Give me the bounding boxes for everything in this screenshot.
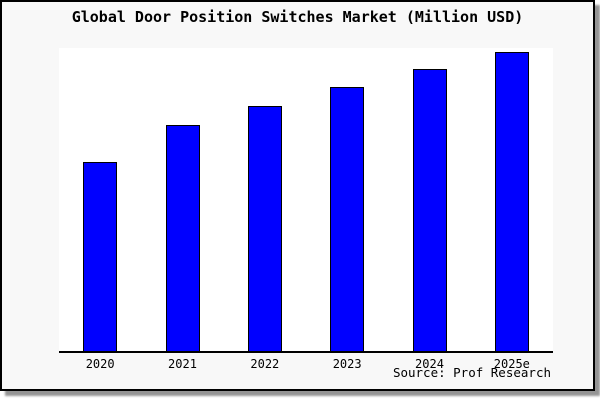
x-tick-label-2021: 2021 xyxy=(168,357,197,371)
x-axis-labels: 2020 2021 2022 2023 2024 2025e xyxy=(59,357,553,373)
x-tick-label-2023: 2023 xyxy=(332,357,362,371)
bar-2021 xyxy=(165,125,200,351)
x-tick-label-2022: 2022 xyxy=(250,357,280,371)
x-tick-label-2020: 2020 xyxy=(85,357,115,371)
plot-area xyxy=(59,48,553,353)
bar-2024 xyxy=(412,69,447,351)
bar-2025e xyxy=(494,52,529,351)
x-tick-label-2024: 2024 xyxy=(415,357,444,371)
bar-2020 xyxy=(83,162,118,351)
x-tick-label-2025e: 2025e xyxy=(493,357,530,371)
bar-2022 xyxy=(247,106,282,351)
bar-2023 xyxy=(330,87,365,351)
source-credit: Source: Prof Research xyxy=(392,365,551,380)
chart-frame: Global Door Position Switches Market (Mi… xyxy=(0,0,595,391)
chart-title: Global Door Position Switches Market (Mi… xyxy=(71,8,524,26)
